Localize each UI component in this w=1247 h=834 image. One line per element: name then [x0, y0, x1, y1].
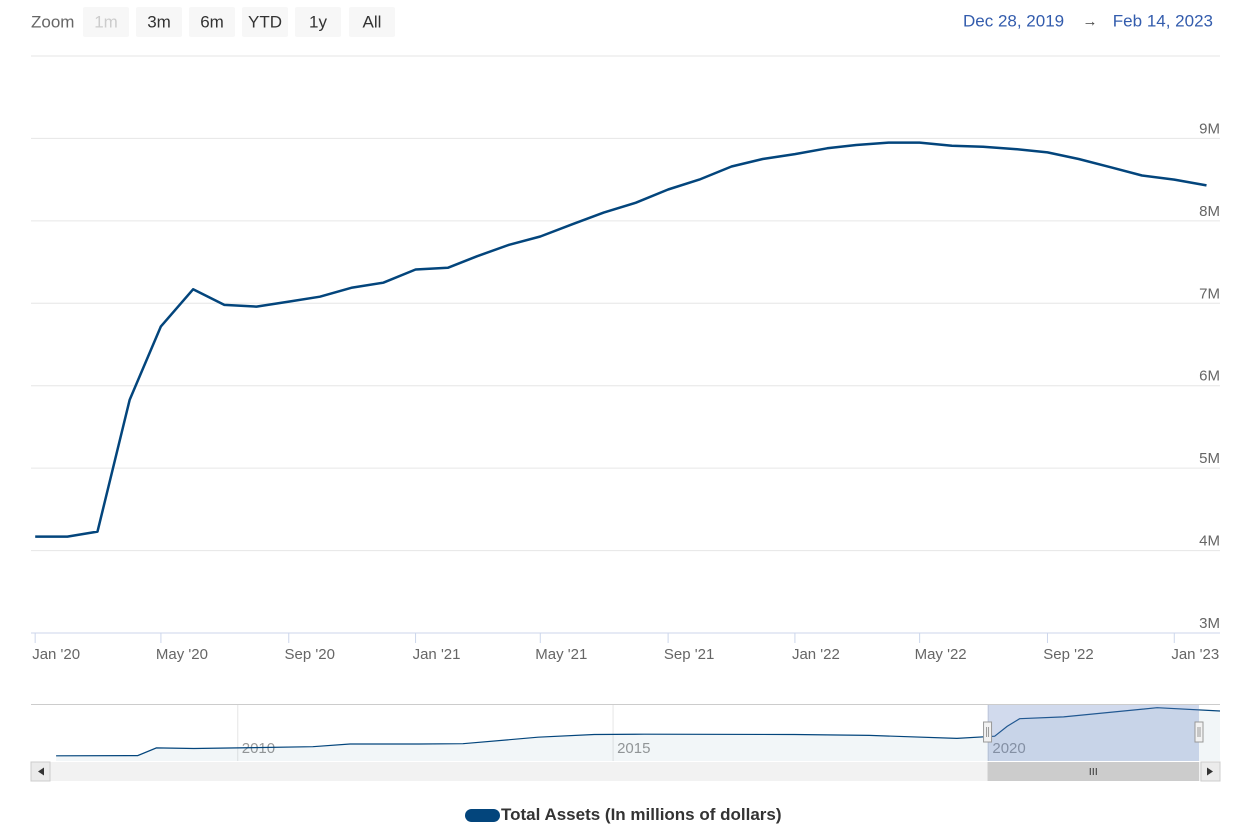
x-tick-label: Sep '20 [285, 646, 335, 663]
navigator-tick-label: 2015 [617, 740, 650, 757]
y-tick-label: 8M [1199, 203, 1220, 220]
zoom-button[interactable] [189, 7, 235, 37]
scroll-left-arrow [38, 767, 44, 776]
y-tick-label: 7M [1199, 285, 1220, 302]
x-tick-label: Sep '22 [1043, 646, 1093, 663]
y-tick-label: 6M [1199, 368, 1220, 385]
zoom-button-label: YTD [248, 12, 282, 31]
zoom-button[interactable] [349, 7, 395, 37]
x-tick-label: Sep '21 [664, 646, 714, 663]
x-tick-label: Jan '22 [792, 646, 840, 663]
navigator-bg [31, 704, 1220, 761]
y-tick-label: 5M [1199, 450, 1220, 467]
scrollbar-track[interactable] [31, 762, 1220, 781]
legend-symbol [465, 809, 500, 822]
series-line [35, 141, 1207, 538]
x-tick-label: May '21 [535, 646, 587, 663]
y-tick-label: 4M [1199, 533, 1220, 550]
navigator-handle[interactable] [1194, 721, 1204, 743]
zoom-button[interactable] [242, 7, 288, 37]
zoom-button-label: 6m [200, 12, 224, 31]
x-tick-label: Jan '21 [413, 646, 461, 663]
legend[interactable]: Total Assets (In millions of dollars) [465, 805, 782, 824]
zoom-button[interactable] [295, 7, 341, 37]
navigator-tick-label: 2010 [242, 740, 275, 757]
legend-label[interactable]: Total Assets (In millions of dollars) [501, 805, 782, 824]
zoom-button-label: 1m [94, 12, 118, 31]
x-tick-label: Jan '23 [1171, 646, 1219, 663]
y-tick-label: 9M [1199, 120, 1220, 137]
zoom-button-label: 3m [147, 12, 171, 31]
navigator-mask [987, 705, 1199, 761]
navigator-tick-label: 2020 [992, 740, 1025, 757]
x-tick-label: Jan '20 [32, 646, 80, 663]
zoom-button-label: All [363, 12, 382, 31]
zoom-button[interactable] [136, 7, 182, 37]
range-arrow: → [1083, 13, 1098, 30]
x-tick-label: May '20 [156, 646, 208, 663]
y-tick-label: 3M [1199, 615, 1220, 632]
scroll-right-arrow [1207, 767, 1213, 776]
zoom-button [83, 7, 129, 37]
zoom-button-label: 1y [309, 12, 327, 31]
navigator-handle[interactable] [983, 721, 993, 743]
x-tick-label: May '22 [915, 646, 967, 663]
range-to[interactable]: Feb 14, 2023 [1113, 11, 1213, 30]
range-from[interactable]: Dec 28, 2019 [963, 11, 1064, 30]
navigator-line [56, 707, 1221, 757]
zoom-label: Zoom [31, 12, 74, 31]
